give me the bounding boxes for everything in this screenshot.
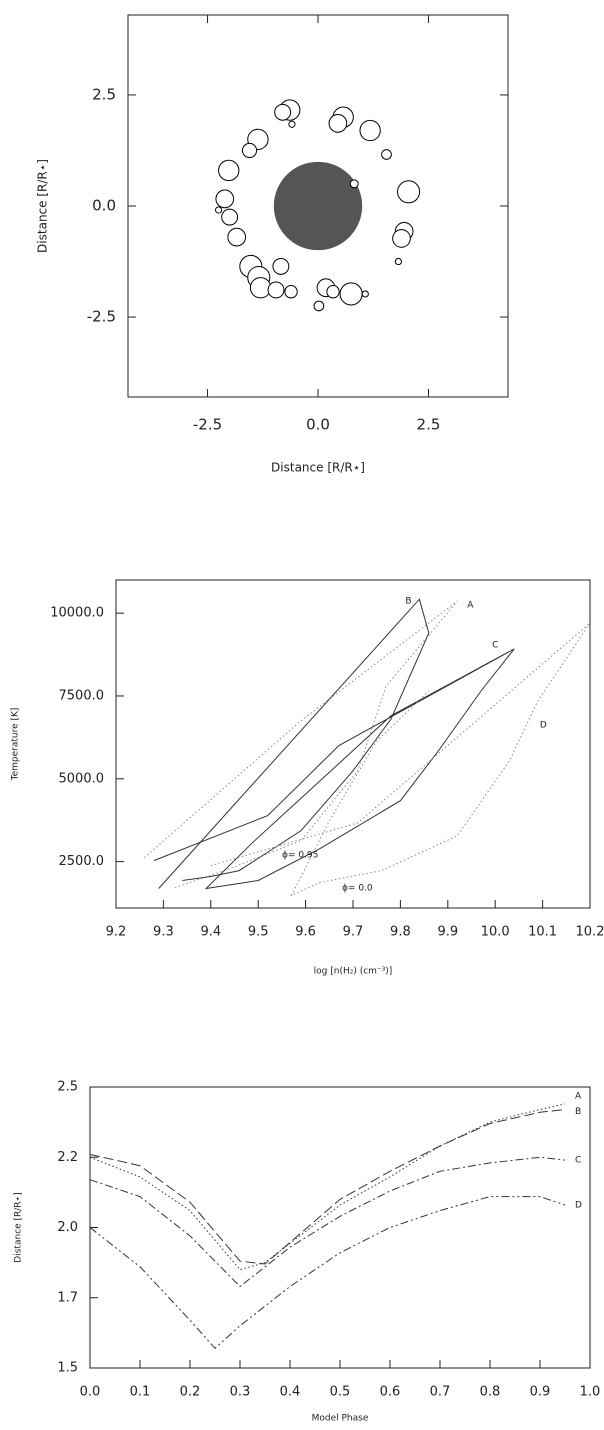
- x-tick-label: 0.7: [430, 1385, 451, 1400]
- y-tick-label: 10000.0: [50, 606, 104, 621]
- series-label: A: [467, 601, 474, 611]
- y-axis-label: Distance [R/R⋆]: [36, 159, 50, 253]
- series-label: C: [492, 640, 498, 650]
- x-tick-label: 9.7: [343, 925, 364, 940]
- y-tick-label: 1.7: [57, 1290, 78, 1305]
- bubble: [218, 159, 240, 182]
- x-tick-label: 0.0: [306, 416, 330, 434]
- series-line: [210, 622, 591, 897]
- bubble: [392, 229, 411, 248]
- x-tick-label: 1.0: [580, 1385, 601, 1400]
- y-tick-label: 0.0: [92, 197, 116, 215]
- x-tick-label: 0.3: [230, 1385, 251, 1400]
- bubble: [227, 227, 247, 247]
- y-tick-label: 2.2: [57, 1150, 78, 1165]
- x-tick-label: 2.5: [417, 416, 441, 434]
- x-tick-label: 10.2: [576, 925, 604, 940]
- x-tick-label: 0.8: [480, 1385, 501, 1400]
- y-axis-label: Temperature [K]: [11, 708, 21, 782]
- x-axis-label: Model Phase: [312, 1414, 369, 1424]
- bubble: [214, 206, 223, 214]
- y-tick-label: 7500.0: [59, 688, 105, 703]
- series-line: [89, 1156, 566, 1288]
- bubble: [272, 257, 290, 275]
- series-label: B: [405, 597, 411, 607]
- x-tick-label: 0.0: [80, 1385, 101, 1400]
- bubble: [215, 189, 235, 209]
- series-line: [144, 600, 458, 889]
- series-line: [89, 1109, 566, 1265]
- x-tick-label: 0.1: [130, 1385, 151, 1400]
- x-tick-label: 9.8: [390, 925, 411, 940]
- x-axis-label: log [n(H₂) (cm⁻³)]: [314, 967, 393, 977]
- x-tick-label: 9.9: [437, 925, 458, 940]
- annotation: ϕ= 0.95: [282, 851, 318, 861]
- x-tick-label: -2.5: [193, 416, 222, 434]
- series-label: D: [575, 1201, 582, 1211]
- bubble: [249, 277, 272, 299]
- bubble: [313, 300, 325, 312]
- bubble: [397, 180, 421, 204]
- bubble: [221, 208, 239, 226]
- series-label: D: [540, 720, 547, 730]
- central-star: [273, 161, 363, 251]
- series-line: [89, 1103, 566, 1271]
- y-tick-label: 5000.0: [59, 771, 105, 786]
- plot-frame: [115, 579, 591, 909]
- x-tick-label: 0.4: [280, 1385, 301, 1400]
- bubble: [359, 119, 381, 142]
- series-line: [89, 1196, 566, 1350]
- x-tick-label: 9.5: [248, 925, 269, 940]
- bubble: [267, 281, 285, 299]
- bubble: [274, 103, 292, 121]
- x-tick-label: 9.4: [200, 925, 221, 940]
- x-tick-label: 9.6: [295, 925, 316, 940]
- bubble: [339, 282, 363, 306]
- x-tick-label: 0.5: [330, 1385, 351, 1400]
- series-label: B: [575, 1107, 581, 1117]
- bubble: [326, 285, 340, 299]
- bubble: [394, 257, 403, 266]
- bubble: [288, 120, 296, 128]
- bubble: [328, 114, 348, 133]
- x-axis-label: Distance [R/R⋆]: [271, 461, 365, 475]
- x-tick-label: 0.9: [530, 1385, 551, 1400]
- y-tick-label: 2.5: [57, 1080, 78, 1095]
- y-tick-label: 2500.0: [59, 854, 105, 869]
- x-tick-label: 9.2: [106, 925, 127, 940]
- y-tick-label: -2.5: [87, 308, 116, 326]
- x-tick-label: 10.0: [481, 925, 510, 940]
- y-tick-label: 1.5: [57, 1361, 78, 1376]
- x-tick-label: 0.6: [380, 1385, 401, 1400]
- x-tick-label: 9.3: [153, 925, 174, 940]
- y-tick-label: 2.5: [92, 85, 116, 103]
- y-axis-label: Distance [R/R⋆]: [14, 1192, 24, 1262]
- plot-frame: [89, 1086, 591, 1369]
- bubble: [284, 285, 298, 299]
- bubble: [349, 179, 359, 189]
- y-tick-label: 2.0: [57, 1220, 78, 1235]
- series-line: [153, 648, 515, 890]
- x-tick-label: 10.1: [528, 925, 557, 940]
- series-label: A: [575, 1091, 582, 1101]
- bubble: [381, 149, 392, 160]
- bubble: [241, 142, 258, 159]
- series-label: C: [575, 1156, 581, 1166]
- series-line: [158, 598, 430, 889]
- x-tick-label: 0.2: [180, 1385, 201, 1400]
- annotation: ϕ= 0.0: [342, 884, 373, 894]
- bubble: [361, 290, 369, 298]
